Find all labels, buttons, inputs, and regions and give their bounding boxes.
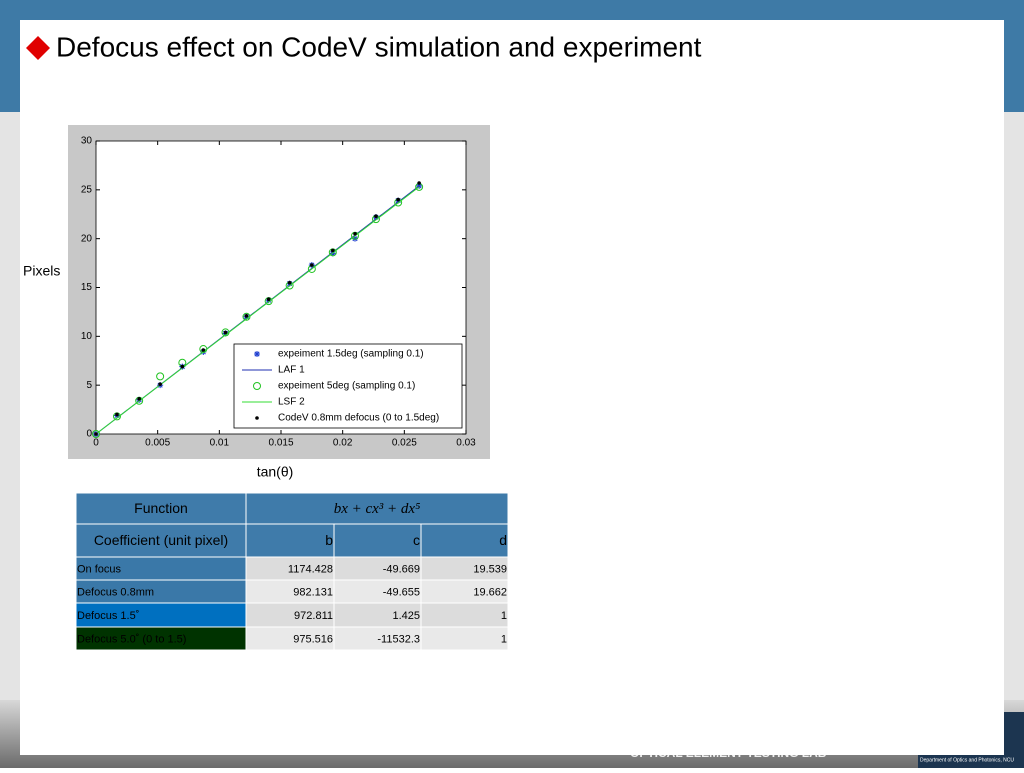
table-text: d	[499, 532, 507, 548]
dot-marker	[180, 364, 185, 369]
legend-label: CodeV 0.8mm defocus (0 to 1.5deg)	[278, 413, 439, 424]
table-text: 1	[501, 610, 507, 622]
table-text: -49.655	[383, 586, 420, 598]
dot-marker	[417, 181, 421, 185]
y-tick-label: 25	[81, 184, 93, 195]
x-tick-label: 0.01	[210, 438, 230, 449]
x-axis-label: tan(θ)	[257, 464, 294, 480]
table-cell	[420, 602, 509, 628]
circle-marker	[156, 372, 165, 381]
table-text: 19.662	[473, 586, 507, 598]
dot-marker	[94, 432, 98, 436]
legend-swatch	[253, 382, 261, 390]
x-tick-label: 0.025	[392, 438, 417, 449]
table-text: -49.669	[383, 563, 420, 575]
table-text: Defocus 5.0˚ (0 to 1.5)	[77, 633, 186, 645]
dot-marker	[353, 231, 357, 236]
table-text: 1174.428	[288, 563, 333, 575]
dot-marker	[201, 348, 206, 352]
y-tick-label: 20	[81, 233, 93, 244]
legend-label: LAF 1	[278, 365, 305, 376]
table-text: b	[325, 532, 333, 548]
x-tick-label: 0.015	[268, 438, 293, 449]
legend-label: expeiment 1.5deg (sampling 0.1)	[278, 349, 424, 360]
dot-marker	[287, 280, 292, 285]
table-cell	[420, 523, 509, 558]
footer-dept: Department of Optics and Photonics, NCU	[920, 757, 1014, 763]
legend-label: LSF 2	[278, 397, 305, 408]
dot-marker	[223, 330, 228, 335]
dot-marker	[115, 412, 119, 417]
table-text: Defocus 0.8mm	[77, 586, 154, 598]
y-tick-label: 5	[86, 380, 92, 391]
table-cell	[333, 523, 422, 558]
legend-swatch	[254, 351, 260, 357]
dot-marker	[244, 314, 249, 318]
dot-marker	[374, 214, 378, 219]
table-text: -11532.3	[377, 633, 420, 645]
x-tick-label: 0	[93, 438, 99, 449]
dot-marker	[266, 297, 271, 302]
table-cell	[333, 602, 422, 628]
slide-title: Defocus effect on CodeV simulation and e…	[56, 31, 702, 62]
legend-label: expeiment 5deg (sampling 0.1)	[278, 381, 415, 392]
table-cell	[245, 492, 509, 525]
dot-marker	[331, 248, 335, 253]
legend-box	[233, 343, 463, 429]
table-text: c	[413, 532, 420, 548]
table-text: 1	[501, 633, 507, 645]
table-text: On focus	[77, 563, 122, 575]
y-tick-label: 30	[81, 136, 93, 147]
dot-marker	[396, 197, 400, 202]
x-tick-label: 0.005	[145, 438, 170, 449]
table-text: Defocus 1.5˚	[77, 610, 139, 622]
y-tick-label: 15	[81, 282, 93, 293]
y-tick-label: 10	[81, 331, 93, 342]
table-text: 1.425	[392, 610, 420, 622]
line	[95, 186, 420, 435]
x-tick-label: 0.03	[456, 438, 476, 449]
dot-marker	[158, 382, 162, 386]
table-text: bx + cx³ + dx⁵	[334, 501, 421, 517]
table-text: 972.811	[294, 610, 333, 622]
table-cell	[245, 523, 335, 558]
table-text: 975.516	[293, 633, 333, 645]
bullet	[26, 36, 50, 60]
table-cell	[75, 523, 247, 558]
star-marker	[352, 235, 358, 242]
dot-marker	[137, 397, 141, 401]
legend-swatch	[255, 416, 259, 420]
x-tick-label: 0.02	[333, 438, 353, 449]
table-text: Function	[134, 500, 188, 516]
y-axis-label: Pixels	[23, 263, 60, 279]
y-tick-label: 0	[86, 429, 92, 440]
table-text: 19.539	[473, 563, 507, 575]
table-text: 982.131	[293, 586, 333, 598]
dot-marker	[310, 263, 314, 267]
table-text: Coefficient (unit pixel)	[94, 532, 228, 548]
circle-marker	[92, 430, 100, 438]
table-cell	[420, 626, 509, 651]
